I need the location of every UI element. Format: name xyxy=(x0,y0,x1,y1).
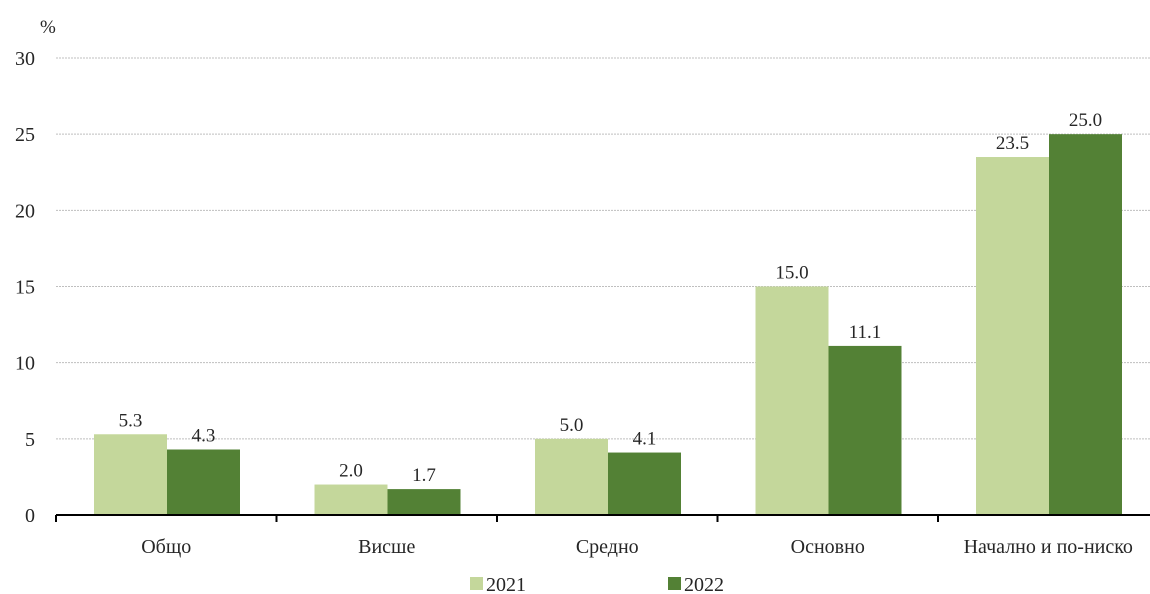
legend: 2021 2022 xyxy=(470,574,724,594)
legend-swatch-2021 xyxy=(470,577,483,590)
bar-2022-5 xyxy=(1049,134,1122,515)
x-category-label: Висше xyxy=(358,536,415,558)
data-label: 2.0 xyxy=(339,461,363,482)
bar-2022-3 xyxy=(608,452,681,515)
data-label: 25.0 xyxy=(1069,110,1102,131)
bar-2021-5 xyxy=(976,157,1049,515)
bar-2022-2 xyxy=(387,489,461,515)
x-category-label: Основно xyxy=(791,536,865,558)
x-category-label: Средно xyxy=(576,536,639,558)
data-label: 5.0 xyxy=(560,415,584,436)
bars xyxy=(94,134,1122,515)
legend-swatch-2022 xyxy=(668,577,681,590)
y-tick-label: 0 xyxy=(25,505,35,527)
y-axis-tick-labels: 0 5 10 15 20 25 30 xyxy=(15,48,35,527)
data-label: 11.1 xyxy=(849,322,882,343)
bar-2022-1 xyxy=(167,449,240,515)
x-category-label: Общо xyxy=(141,536,191,558)
y-tick-label: 25 xyxy=(15,124,35,146)
bar-2021-4 xyxy=(755,286,829,515)
y-tick-label: 30 xyxy=(15,48,35,70)
data-label: 23.5 xyxy=(996,133,1029,154)
y-tick-label: 15 xyxy=(15,277,35,299)
x-axis-category-labels: Общо Висше Средно Основно Начално и по-ниско xyxy=(141,536,1133,558)
legend-label: 2022 xyxy=(684,574,724,594)
data-label: 5.3 xyxy=(119,410,143,431)
legend-label: 2021 xyxy=(486,574,526,594)
y-tick-label: 10 xyxy=(15,353,35,375)
bar-2022-4 xyxy=(828,345,902,515)
bar-2021-1 xyxy=(94,434,167,515)
y-tick-label: 20 xyxy=(15,200,35,222)
y-tick-label: 5 xyxy=(25,429,35,451)
data-label: 1.7 xyxy=(412,465,436,486)
y-axis-unit-label: % xyxy=(40,17,56,38)
x-axis-ticks xyxy=(55,515,939,522)
data-label: 4.3 xyxy=(192,425,216,446)
bar-2021-3 xyxy=(535,438,608,515)
data-label: 15.0 xyxy=(775,263,808,284)
data-labels: 5.3 4.3 2.0 1.7 5.0 4.1 15.0 11.1 23.5 25.0 xyxy=(119,110,1103,486)
data-label: 4.1 xyxy=(633,429,657,450)
bar-2021-2 xyxy=(314,484,388,515)
x-category-label: Начално и по-ниско xyxy=(964,536,1133,558)
